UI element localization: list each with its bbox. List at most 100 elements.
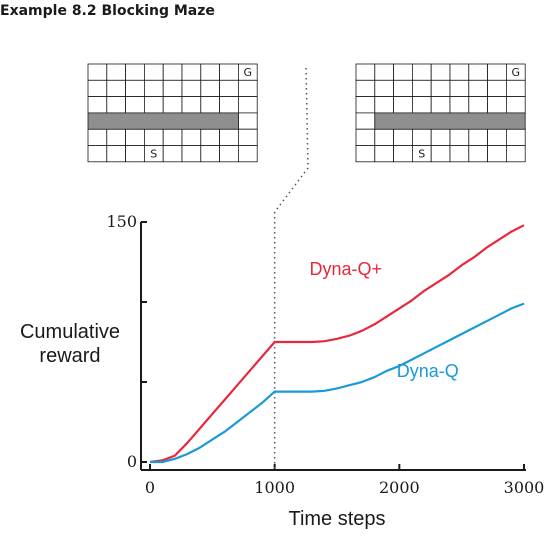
maze-cell: [355, 128, 376, 146]
cumulative-reward-chart: 0 150 0 1000 2000 3000 Dyna-Q+ Dyna-Q Ti…: [20, 212, 544, 530]
maze-cell: [125, 96, 145, 114]
goal-label-maze-1: G: [244, 66, 253, 79]
maze-cell: [237, 145, 258, 163]
maze-cell: [505, 145, 526, 163]
maze-before-change: G S: [87, 63, 258, 163]
maze-cell: [219, 79, 239, 98]
start-label-maze-1: S: [150, 148, 157, 161]
maze-cell: [355, 145, 376, 163]
maze-cell: [411, 96, 432, 114]
maze-cell: [219, 63, 239, 81]
maze-cell: [430, 79, 451, 98]
y-axis-title-line-1: Cumulative: [20, 321, 120, 343]
maze-cell: [449, 63, 470, 81]
maze-cell: [143, 79, 164, 98]
x-axis-title: Time steps: [288, 508, 385, 530]
maze-cell: [162, 96, 183, 114]
maze-cell: [219, 128, 239, 146]
maze-cell: [355, 79, 376, 98]
maze-cell: [487, 63, 507, 81]
maze-cell: [106, 128, 127, 146]
maze-cell: [355, 96, 376, 114]
maze-cell: [219, 145, 239, 163]
maze-cell: [430, 96, 451, 114]
maze-cell: [237, 128, 258, 146]
maze-cell: [374, 63, 394, 81]
maze-cell: [181, 96, 202, 114]
maze-cell: [374, 128, 394, 146]
maze-cell: [200, 63, 221, 81]
series-label-dyna-q-plus: Dyna-Q+: [309, 259, 382, 279]
goal-label-maze-2: G: [512, 66, 521, 79]
maze-cell: [125, 63, 145, 81]
maze-cell: [411, 128, 432, 146]
maze-cell: [355, 112, 376, 130]
maze-cell: [449, 145, 470, 163]
y-tick-label-0: 0: [127, 452, 137, 471]
maze-cell: [181, 128, 202, 146]
maze-cell: [87, 63, 108, 81]
start-label-maze-2: S: [418, 148, 425, 161]
maze-cell: [219, 96, 239, 114]
x-tick-label-2000: 2000: [379, 478, 420, 497]
y-ticks: [141, 221, 147, 463]
maze-cell: [487, 79, 507, 98]
maze-cell: [505, 79, 526, 98]
maze-cell: [430, 128, 451, 146]
maze-cell: [200, 79, 221, 98]
maze-cell: [355, 63, 376, 81]
example-heading: Example 8.2 Blocking Maze: [0, 3, 215, 19]
maze-cell: [374, 79, 394, 98]
maze-cell: [393, 145, 413, 163]
maze-cell: [162, 128, 183, 146]
maze-cell: [162, 63, 183, 81]
maze-cell: [200, 128, 221, 146]
maze-cell: [87, 79, 108, 98]
maze-cell: [487, 145, 507, 163]
maze-cell: [237, 112, 258, 130]
maze-cell: [468, 63, 488, 81]
maze-cell: [200, 145, 221, 163]
series-line-dyna-q-plus: [149, 224, 525, 464]
maze-cell: [162, 79, 183, 98]
maze-cell: [106, 145, 127, 163]
maze-change-connector: [274, 67, 309, 213]
maze-cell: [106, 96, 127, 114]
maze-cell: [106, 79, 127, 98]
series-label-dyna-q: Dyna-Q: [397, 361, 459, 381]
maze-cell: [468, 128, 488, 146]
maze-cell: [449, 79, 470, 98]
maze-cell: [143, 96, 164, 114]
maze-cell: [87, 128, 108, 146]
maze-cell: [393, 63, 413, 81]
maze-cell: [125, 128, 145, 146]
maze-cell: [106, 63, 127, 81]
maze-after-change: G S: [355, 63, 526, 163]
y-tick-label-150: 150: [106, 212, 137, 231]
maze-cell: [181, 145, 202, 163]
maze-cell: [143, 128, 164, 146]
maze-cell: [430, 63, 451, 81]
maze-cell: [200, 96, 221, 114]
maze-cell: [162, 145, 183, 163]
maze-wall: [87, 112, 239, 130]
maze-cell: [237, 79, 258, 98]
maze-cell: [468, 96, 488, 114]
maze-cell: [87, 96, 108, 114]
maze-cell: [125, 145, 145, 163]
maze-cell: [374, 145, 394, 163]
maze-cell: [411, 79, 432, 98]
maze-cell: [393, 96, 413, 114]
maze-cell: [393, 79, 413, 98]
series-line-dyna-q: [150, 302, 525, 464]
maze-cell: [468, 145, 488, 163]
maze-cell: [468, 79, 488, 98]
x-tick-label-1000: 1000: [254, 478, 295, 497]
maze-cell: [449, 128, 470, 146]
maze-cell: [411, 63, 432, 81]
maze-wall: [374, 112, 526, 130]
maze-cell: [125, 79, 145, 98]
maze-cell: [143, 63, 164, 81]
maze-cell: [449, 96, 470, 114]
